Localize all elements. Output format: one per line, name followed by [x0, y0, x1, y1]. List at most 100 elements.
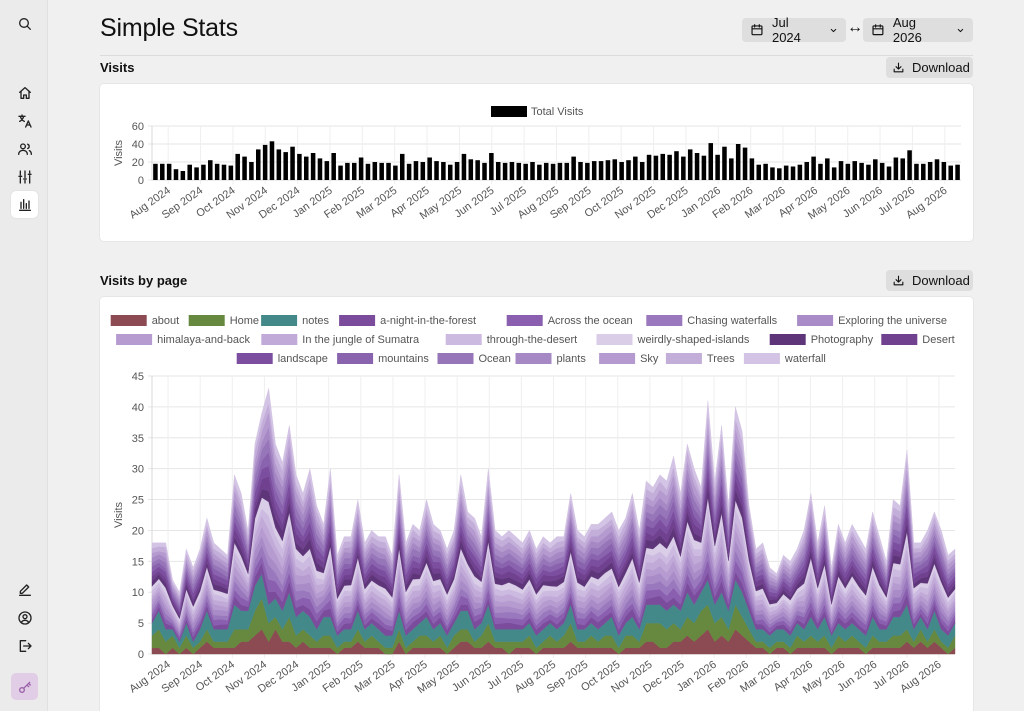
legend-swatch-a-night-in-the-forest [339, 315, 376, 326]
bar [866, 164, 871, 180]
legend-swatch-exploring-the-universe [797, 315, 834, 326]
bar [194, 167, 199, 180]
legend-label-desert: Desert [922, 334, 954, 346]
bar [934, 159, 940, 180]
bar [653, 155, 659, 180]
bar [351, 162, 357, 180]
bar [509, 162, 515, 180]
bar [598, 161, 604, 180]
bar [612, 159, 618, 180]
legend-swatch-across-the-ocean [506, 315, 543, 326]
bar [770, 167, 775, 180]
y-tick-label: 0 [138, 649, 144, 661]
legend-label-notes: notes [302, 315, 329, 327]
bar [372, 162, 378, 180]
bar [495, 162, 501, 180]
bar [365, 163, 371, 180]
bar [221, 164, 227, 180]
key-icon[interactable] [11, 673, 38, 700]
legend-swatch-through-the-desert [445, 334, 482, 345]
bar [283, 152, 288, 180]
visits-by-page-download-button[interactable]: Download [886, 270, 973, 291]
bar [399, 153, 405, 180]
legend-swatch-sky [599, 353, 636, 364]
bar [208, 160, 213, 180]
bar [461, 153, 467, 180]
sliders-icon[interactable] [11, 163, 38, 190]
bar [173, 169, 179, 180]
bar [523, 163, 528, 180]
y-axis-label: Visits [113, 139, 125, 166]
visits-by-page-section-title: Visits by page [100, 273, 188, 288]
bar [262, 144, 268, 180]
bar [153, 163, 158, 180]
download-label: Download [912, 273, 970, 288]
bar [228, 165, 234, 180]
legend-swatch-himalaya-and-back [116, 334, 153, 345]
legend-swatch-chasing-waterfalls [646, 315, 683, 326]
bar [790, 166, 796, 180]
bar [639, 162, 645, 180]
page-title: Simple Stats [100, 14, 238, 42]
legend-label-through-the-desert: through-the-desert [487, 334, 578, 346]
bar [749, 158, 755, 180]
edit-icon[interactable] [11, 576, 38, 603]
search-icon[interactable] [11, 10, 38, 37]
download-label: Download [912, 60, 970, 75]
y-tick-label: 5 [138, 618, 144, 630]
users-icon[interactable] [11, 135, 38, 162]
visits-chart-card: 0 20 40 60 Aug 2024 Sep 2024 Oct 2024 Nov 2024 D… [100, 84, 973, 241]
bar [434, 161, 439, 180]
legend-swatch-notes [261, 315, 298, 326]
bar [564, 162, 570, 180]
calendar-icon [751, 24, 763, 36]
bar [735, 144, 741, 180]
bar [242, 156, 247, 180]
logout-icon[interactable] [11, 632, 38, 659]
bar [818, 163, 823, 180]
end-date-label: Aug 2026 [892, 15, 922, 45]
bar [386, 162, 391, 180]
bar [742, 147, 748, 180]
bar [447, 164, 453, 180]
bar [893, 157, 899, 180]
bar [660, 153, 666, 180]
bar [502, 162, 508, 180]
bar [701, 155, 707, 180]
bar [886, 166, 892, 180]
bar [550, 163, 556, 180]
bar [578, 162, 583, 180]
legend-swatch-trees [665, 353, 702, 364]
header-divider [100, 55, 973, 56]
date-range-separator: ↔ [847, 19, 863, 36]
y-tick-label: 30 [132, 464, 144, 476]
translate-icon[interactable] [11, 107, 38, 134]
home-icon[interactable] [11, 79, 38, 106]
bar [646, 154, 652, 180]
bar [845, 163, 851, 180]
bar [591, 161, 597, 180]
bar [777, 168, 782, 180]
bar [557, 162, 563, 180]
bar [914, 163, 919, 180]
bar [879, 162, 885, 180]
bar [406, 163, 412, 180]
legend-label-chasing-waterfalls: Chasing waterfalls [687, 315, 777, 327]
legend-label-photography: Photography [811, 334, 874, 346]
legend-swatch-landscape [236, 353, 273, 364]
bar [708, 143, 714, 180]
visits-download-button[interactable]: Download [886, 57, 973, 78]
y-tick-label: 10 [132, 587, 144, 599]
bar [201, 164, 206, 180]
bar [852, 161, 857, 180]
bar-chart-icon[interactable] [11, 191, 38, 218]
end-date-picker[interactable]: Aug 2026 [863, 15, 973, 45]
bar [921, 163, 926, 180]
legend-label-a-night-in-the-forest: a-night-in-the-forest [380, 315, 476, 327]
bar [722, 146, 727, 180]
start-date-picker[interactable]: Jul 2024 [742, 15, 846, 45]
user-circle-icon[interactable] [11, 604, 38, 631]
bar [804, 162, 810, 180]
bar [358, 157, 364, 180]
